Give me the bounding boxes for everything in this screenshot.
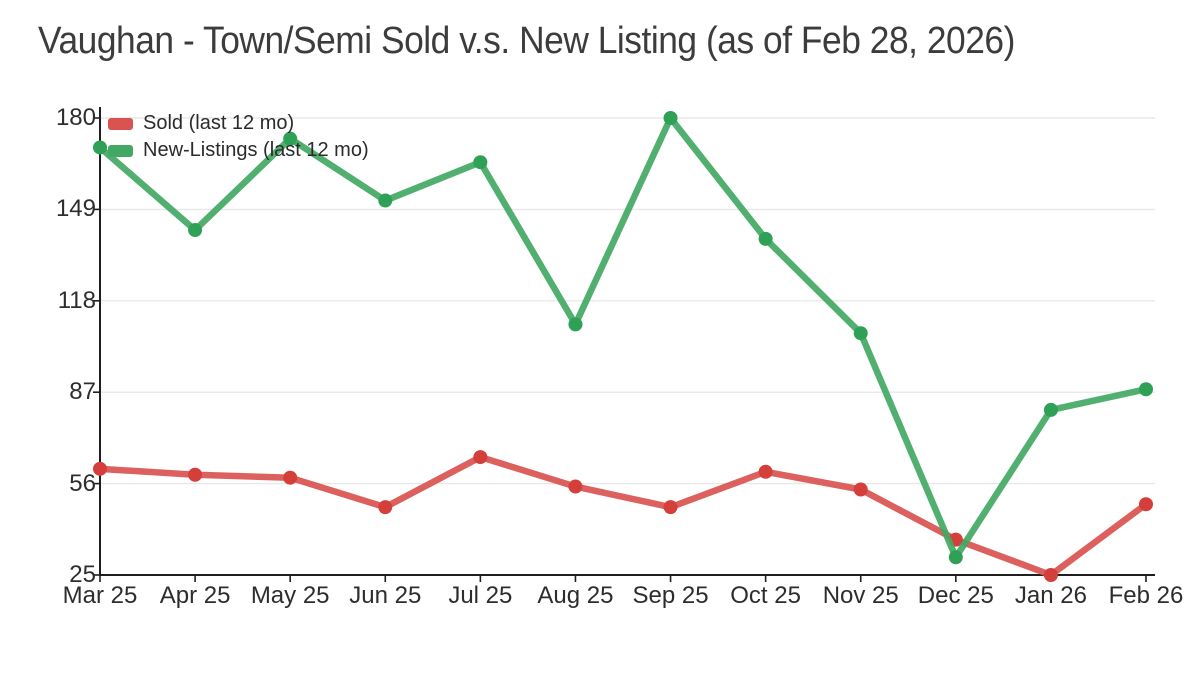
data-point-marker [283,131,298,146]
data-point-marker [948,550,963,565]
data-point-marker [758,231,773,246]
x-tick-label: Jan 26 [1014,582,1087,609]
x-tick-label: Dec 25 [917,582,994,609]
data-point-marker [568,317,583,332]
data-point-marker [93,140,107,155]
data-point-marker [853,326,868,341]
y-tick-label: 56 [69,469,96,497]
y-tick-label: 87 [69,378,96,406]
x-tick-label: Jul 25 [448,582,513,609]
data-point-marker [1043,568,1058,582]
legend-swatch [108,117,133,130]
legend-item-sold-last-12-mo-[interactable]: Sold (last 12 mo) [108,110,369,137]
y-tick-label: 180 [55,104,96,131]
data-point-marker [663,111,678,125]
x-tick-label: Mar 25 [62,582,138,609]
data-point-marker [378,500,393,515]
y-tick-label: 118 [57,286,96,314]
legend-label: Sold (last 12 mo) [143,112,295,134]
chart-title: Vaughan - Town/Semi Sold v.s. New Listin… [38,20,1015,62]
data-point-marker [1139,497,1153,512]
y-tick-label: 25 [69,561,96,588]
data-point-marker [93,461,107,476]
data-point-marker [1043,402,1058,417]
series-line-new-listings-last-12-mo- [96,114,1150,561]
x-tick-label: Nov 25 [822,582,899,609]
data-point-marker [473,450,488,465]
data-point-marker [758,464,773,479]
data-point-marker [188,223,203,238]
series-line-sold-last-12-mo- [96,453,1150,579]
legend-label: New-Listings (last 12 mo) [143,139,369,161]
x-tick-label: May 25 [250,582,330,609]
data-point-marker [853,482,868,497]
x-tick-label: Oct 25 [730,582,801,609]
data-point-marker [663,500,678,515]
legend: Sold (last 12 mo) New-Listings (last 12 m… [108,110,369,164]
x-tick-label: Jun 25 [349,582,422,609]
x-tick-label: Feb 26 [1108,582,1184,609]
data-point-marker [1139,382,1153,397]
y-tick-label: 149 [55,195,96,223]
data-point-marker [568,479,583,494]
legend-item-new-listings-last-12-mo-[interactable]: New-Listings (last 12 mo) [108,137,369,164]
legend-swatch [108,144,133,157]
x-tick-label: Sep 25 [632,582,709,609]
data-point-marker [378,193,393,208]
x-tick-label: Apr 25 [159,582,231,609]
data-point-marker [473,155,488,170]
data-point-marker [283,470,298,485]
x-tick-label: Aug 25 [537,582,614,609]
data-point-marker [188,467,203,482]
